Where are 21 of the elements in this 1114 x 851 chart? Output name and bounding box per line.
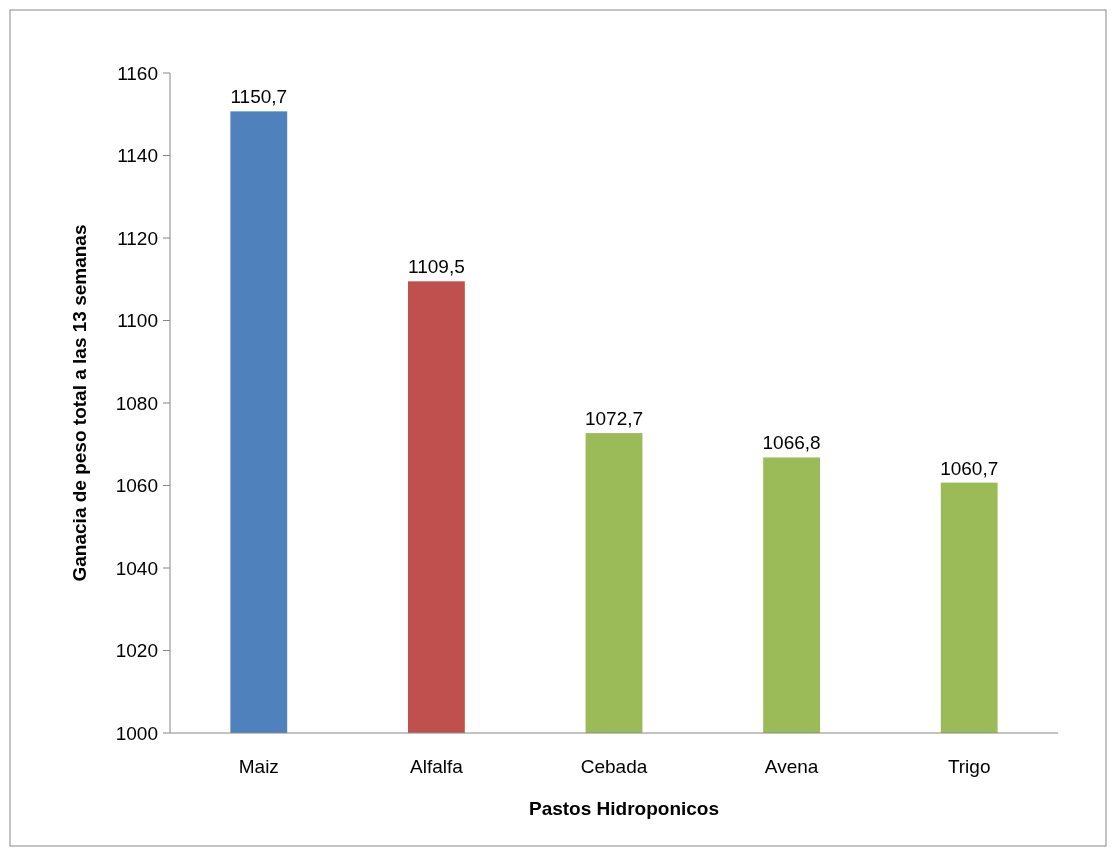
data-label: 1072,7 bbox=[584, 408, 644, 430]
data-label: 1066,8 bbox=[762, 432, 821, 454]
x-axis-title: Pastos Hidroponicos bbox=[528, 798, 720, 819]
data-label: 1109,5 bbox=[408, 256, 465, 278]
y-tick-label: 1040 bbox=[115, 557, 158, 579]
x-tick-label: Cebada bbox=[580, 756, 648, 777]
y-tick-label: 1140 bbox=[117, 145, 158, 167]
y-tick-label: 1120 bbox=[117, 227, 158, 249]
x-tick-label: Maiz bbox=[238, 756, 279, 777]
x-tick-label: Avena bbox=[764, 756, 819, 777]
y-tick-label: 1020 bbox=[115, 640, 158, 662]
y-tick-label: 1100 bbox=[117, 310, 158, 332]
x-tick-label: Alfalfa bbox=[409, 756, 464, 777]
y-tick-label: 1060 bbox=[115, 475, 158, 497]
y-tick-label: 1080 bbox=[115, 392, 158, 414]
y-tick-label: 1000 bbox=[115, 722, 158, 744]
y-axis-title: Ganacia de peso total a las 13 semanas bbox=[69, 224, 90, 582]
data-label: 1150,7 bbox=[230, 86, 288, 108]
y-tick-label: 1160 bbox=[117, 62, 158, 84]
data-label: 1060,7 bbox=[940, 457, 999, 479]
x-tick-label: Trigo bbox=[947, 756, 991, 777]
